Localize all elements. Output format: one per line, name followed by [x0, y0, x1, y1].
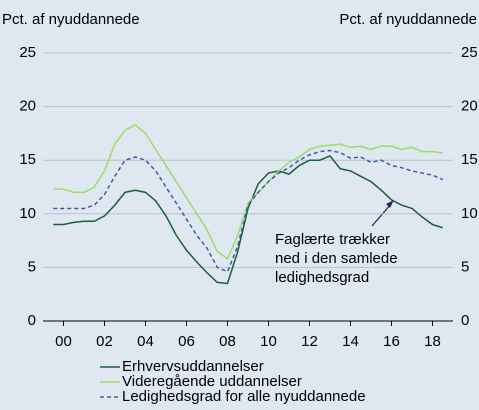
y-tick-label: 5 — [28, 258, 36, 275]
legend-label: Videregående uddannelser — [122, 373, 302, 390]
y-tick-label: 10 — [19, 205, 36, 222]
line-series — [53, 155, 443, 285]
annotation: ned i den samlede — [275, 250, 398, 267]
y-axis-label: Pct. af nyuddannede — [2, 11, 140, 28]
y-tick-label: 15 — [19, 151, 36, 168]
x-tick-label: 16 — [383, 333, 400, 350]
legend-label: Ledighedsgrad for alle nyuddannede — [122, 388, 366, 405]
y-tick-label: 25 — [19, 44, 36, 61]
x-tick-label: 00 — [55, 333, 72, 350]
y2-tick-label: 10 — [461, 205, 478, 222]
y-tick-label: 0 — [28, 312, 36, 329]
y2-tick-label: 15 — [461, 151, 478, 168]
y2-axis-label: Pct. af nyuddannede — [339, 11, 477, 28]
y2-tick-label: 25 — [461, 44, 478, 61]
x-tick-label: 04 — [137, 333, 154, 350]
x-tick-label: 02 — [96, 333, 113, 350]
x-tick-label: 18 — [424, 333, 441, 350]
x-tick-label: 14 — [342, 333, 359, 350]
x-tick-label: 08 — [219, 333, 236, 350]
annotation: Faglærte trækker — [275, 231, 390, 248]
y2-tick-label: 5 — [461, 258, 469, 275]
y2-tick-label: 20 — [461, 98, 478, 115]
y-tick-label: 20 — [19, 98, 36, 115]
line-series — [53, 123, 443, 260]
annotation: ledighedsgrad — [275, 269, 369, 286]
annotation-arrowhead — [386, 200, 394, 208]
y2-tick-label: 0 — [461, 312, 469, 329]
annotation-arrow — [371, 203, 392, 227]
x-tick-label: 06 — [178, 333, 195, 350]
x-tick-label: 10 — [260, 333, 277, 350]
x-tick-label: 12 — [301, 333, 318, 350]
legend-label: Erhvervsuddannelser — [122, 358, 264, 375]
